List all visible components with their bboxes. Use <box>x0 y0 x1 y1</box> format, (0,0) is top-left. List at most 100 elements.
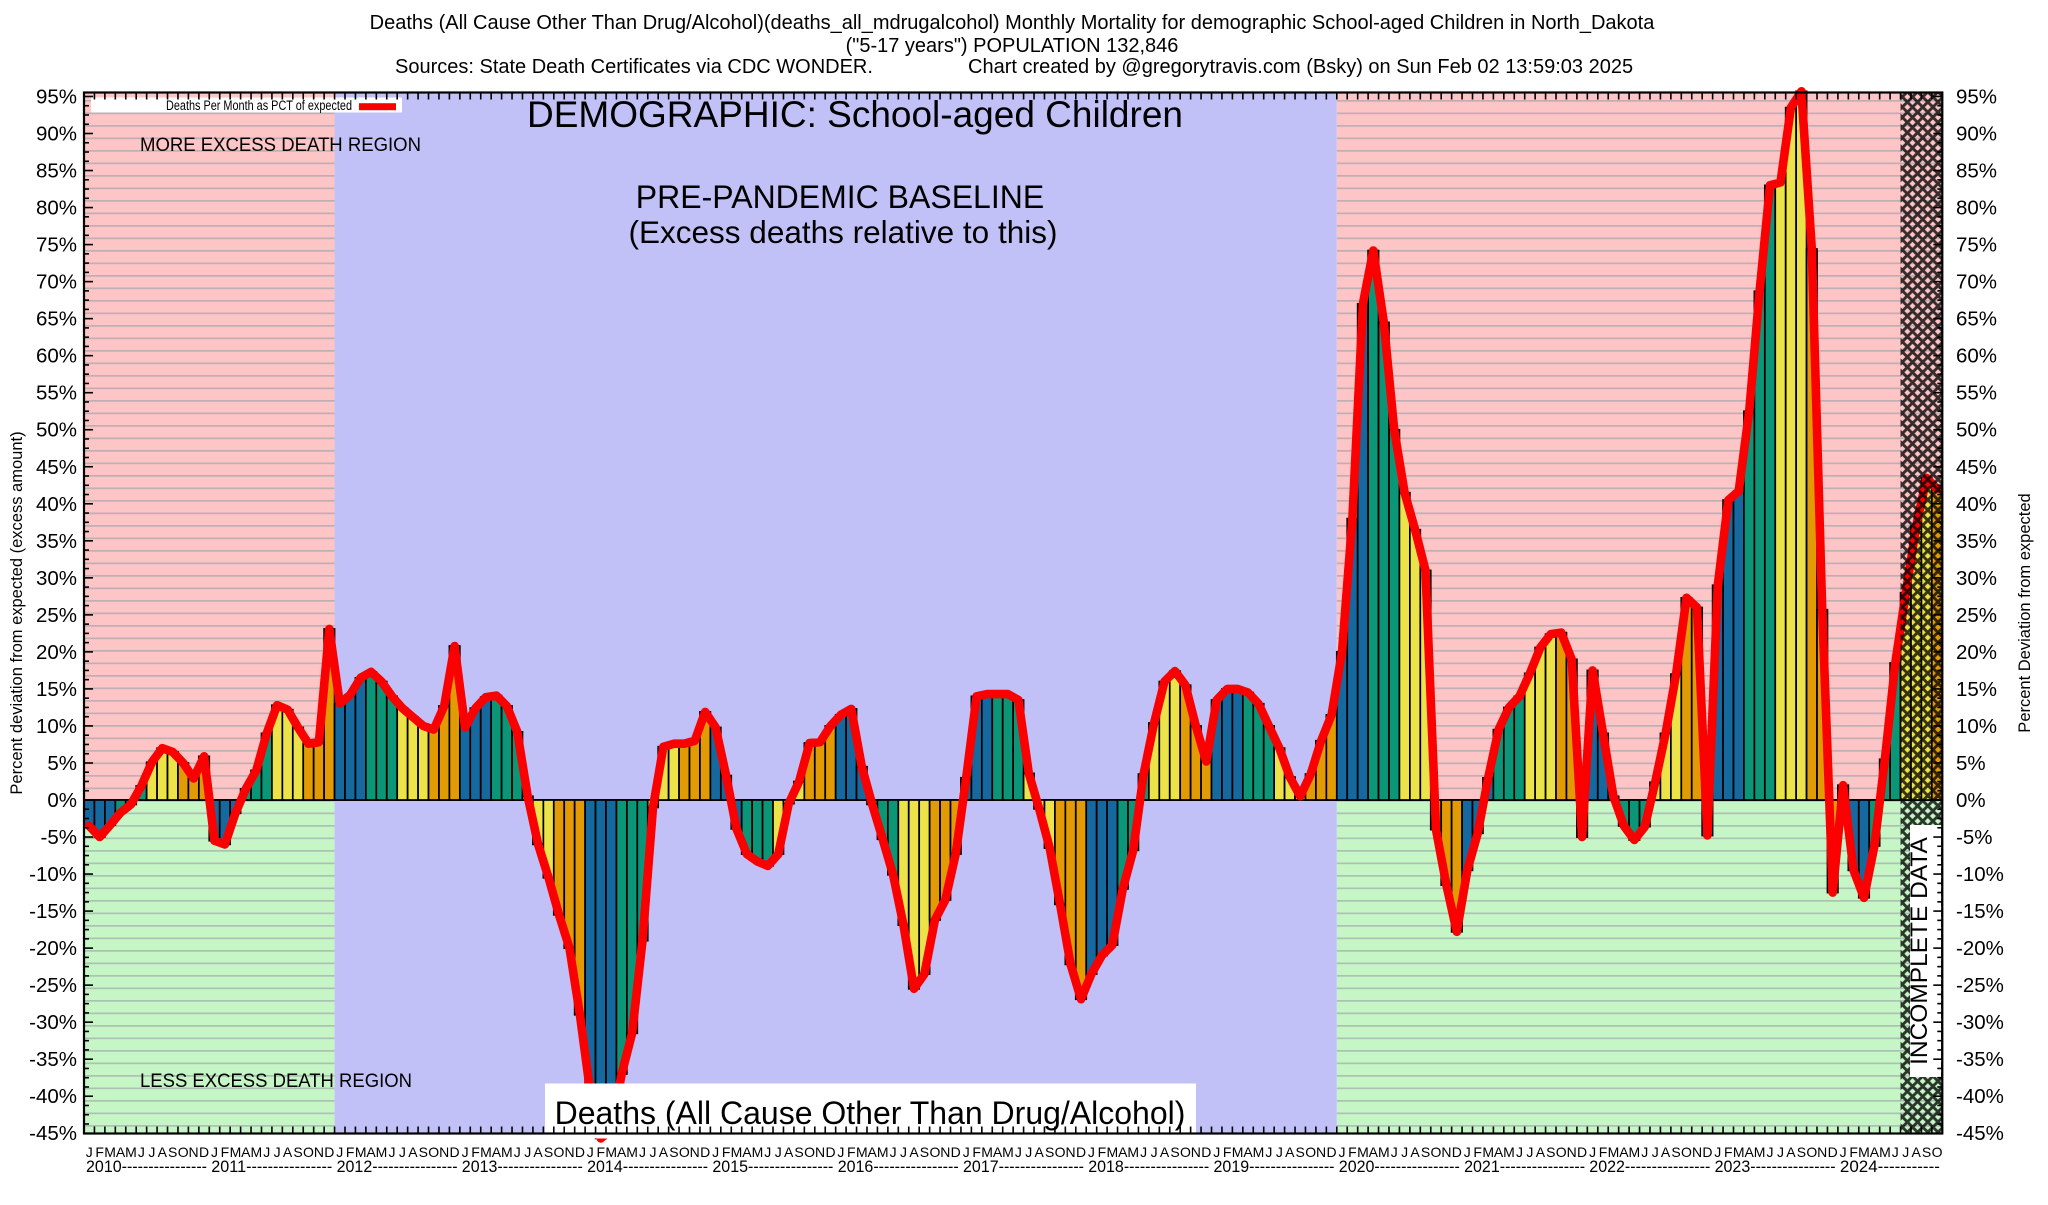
svg-text:A: A <box>1745 1144 1755 1160</box>
svg-text:J: J <box>514 1144 521 1160</box>
svg-text:20%: 20% <box>1956 641 1997 664</box>
svg-text:J: J <box>462 1144 469 1160</box>
svg-text:A: A <box>1160 1144 1170 1160</box>
svg-text:J: J <box>336 1144 343 1160</box>
svg-text:D: D <box>1076 1144 1086 1160</box>
svg-text:F: F <box>1473 1144 1482 1160</box>
svg-text:(Excess deaths relative to thi: (Excess deaths relative to this) <box>629 214 1058 250</box>
svg-text:J: J <box>86 1144 93 1160</box>
svg-text:-5%: -5% <box>1956 826 1992 849</box>
svg-text:J: J <box>587 1144 594 1160</box>
svg-text:M: M <box>981 1144 993 1160</box>
svg-text:PRE-PANDEMIC BASELINE: PRE-PANDEMIC BASELINE <box>636 179 1044 215</box>
svg-text:A: A <box>1786 1144 1796 1160</box>
svg-text:J: J <box>1526 1144 1533 1160</box>
svg-text:J: J <box>1015 1144 1022 1160</box>
svg-text:A: A <box>1243 1144 1253 1160</box>
svg-text:J: J <box>389 1144 396 1160</box>
svg-text:A: A <box>116 1144 126 1160</box>
svg-text:F: F <box>1223 1144 1232 1160</box>
svg-text:90%: 90% <box>1956 123 1997 146</box>
svg-text:M: M <box>1127 1144 1139 1160</box>
svg-text:N: N <box>940 1144 950 1160</box>
svg-text:S: S <box>669 1144 678 1160</box>
svg-text:J: J <box>1652 1144 1659 1160</box>
svg-text:F: F <box>221 1144 230 1160</box>
svg-text:M: M <box>1628 1144 1640 1160</box>
svg-text:M: M <box>1482 1144 1494 1160</box>
svg-text:2014----------------: 2014---------------- <box>587 1158 708 1176</box>
svg-text:60%: 60% <box>36 345 77 368</box>
svg-text:J: J <box>1088 1144 1095 1160</box>
svg-text:35%: 35% <box>36 530 77 553</box>
svg-text:0%: 0% <box>47 789 77 812</box>
svg-text:2019----------------: 2019---------------- <box>1214 1158 1335 1176</box>
svg-text:J: J <box>1777 1144 1784 1160</box>
svg-text:M: M <box>230 1144 242 1160</box>
svg-text:45%: 45% <box>1956 456 1997 479</box>
svg-text:O: O <box>1556 1144 1567 1160</box>
svg-text:("5-17 years") POPULATION 132,: ("5-17 years") POPULATION 132,846 <box>846 35 1179 57</box>
svg-text:J: J <box>138 1144 145 1160</box>
svg-text:10%: 10% <box>1956 715 1997 738</box>
svg-text:25%: 25% <box>36 604 77 627</box>
svg-text:N: N <box>690 1144 700 1160</box>
svg-text:J: J <box>1151 1144 1158 1160</box>
svg-text:A: A <box>1494 1144 1504 1160</box>
svg-text:O: O <box>1681 1144 1692 1160</box>
svg-text:O: O <box>1431 1144 1442 1160</box>
svg-text:A: A <box>158 1144 168 1160</box>
svg-text:A: A <box>408 1144 418 1160</box>
svg-text:F: F <box>1098 1144 1107 1160</box>
svg-text:INCOMPLETE DATA: INCOMPLETE DATA <box>1906 836 1933 1064</box>
svg-text:-30%: -30% <box>1956 1011 2004 1034</box>
svg-text:S: S <box>1922 1144 1931 1160</box>
svg-text:J: J <box>1464 1144 1471 1160</box>
svg-text:J: J <box>211 1144 218 1160</box>
svg-text:J: J <box>1339 1144 1346 1160</box>
svg-text:-15%: -15% <box>29 900 77 923</box>
svg-text:A: A <box>1369 1144 1379 1160</box>
svg-text:S: S <box>419 1144 428 1160</box>
svg-text:S: S <box>1421 1144 1430 1160</box>
svg-text:2021----------------: 2021---------------- <box>1464 1158 1585 1176</box>
svg-text:N: N <box>189 1144 199 1160</box>
svg-text:D: D <box>324 1144 334 1160</box>
svg-text:S: S <box>168 1144 177 1160</box>
svg-text:D: D <box>1452 1144 1462 1160</box>
svg-text:-45%: -45% <box>1956 1122 2004 1145</box>
svg-text:F: F <box>1724 1144 1733 1160</box>
svg-text:0%: 0% <box>1956 789 1986 812</box>
svg-text:J: J <box>1140 1144 1147 1160</box>
svg-text:S: S <box>1045 1144 1054 1160</box>
svg-text:75%: 75% <box>1956 234 1997 257</box>
svg-text:O: O <box>554 1144 565 1160</box>
svg-text:J: J <box>263 1144 270 1160</box>
svg-text:M: M <box>1106 1144 1118 1160</box>
svg-text:30%: 30% <box>36 567 77 590</box>
svg-text:50%: 50% <box>36 419 77 442</box>
svg-text:J: J <box>650 1144 657 1160</box>
svg-text:A: A <box>366 1144 376 1160</box>
svg-text:LESS EXCESS DEATH REGION: LESS EXCESS DEATH REGION <box>140 1070 412 1092</box>
svg-text:D: D <box>1577 1144 1587 1160</box>
svg-text:M: M <box>605 1144 617 1160</box>
svg-text:Percent Deviation from expecte: Percent Deviation from expected <box>2016 493 2034 732</box>
svg-text:85%: 85% <box>36 160 77 183</box>
svg-text:15%: 15% <box>1956 678 1997 701</box>
svg-text:M: M <box>104 1144 116 1160</box>
svg-text:F: F <box>471 1144 480 1160</box>
svg-text:-15%: -15% <box>1956 900 2004 923</box>
svg-text:J: J <box>1589 1144 1596 1160</box>
svg-text:-25%: -25% <box>29 974 77 997</box>
svg-text:S: S <box>1797 1144 1806 1160</box>
svg-text:D: D <box>1702 1144 1712 1160</box>
svg-text:2016----------------: 2016---------------- <box>838 1158 959 1176</box>
svg-text:M: M <box>125 1144 137 1160</box>
svg-text:J: J <box>1265 1144 1272 1160</box>
svg-text:F: F <box>95 1144 104 1160</box>
svg-text:95%: 95% <box>1956 86 1997 109</box>
svg-text:2024-----------: 2024----------- <box>1840 1158 1940 1176</box>
svg-text:D: D <box>1828 1144 1838 1160</box>
svg-text:A: A <box>1410 1144 1420 1160</box>
